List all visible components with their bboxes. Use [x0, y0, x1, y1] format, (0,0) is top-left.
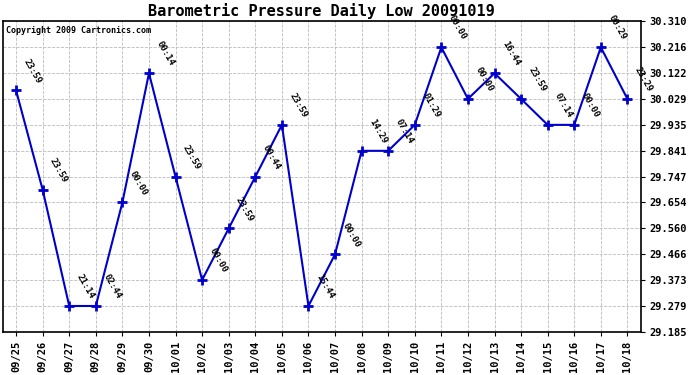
Text: 23:59: 23:59	[526, 66, 548, 93]
Text: 00:00: 00:00	[473, 66, 495, 93]
Title: Barometric Pressure Daily Low 20091019: Barometric Pressure Daily Low 20091019	[148, 3, 495, 19]
Text: 23:59: 23:59	[235, 195, 255, 223]
Text: 23:59: 23:59	[21, 57, 43, 85]
Text: 00:00: 00:00	[128, 169, 149, 197]
Text: 00:00: 00:00	[580, 92, 601, 119]
Text: 23:59: 23:59	[48, 156, 70, 184]
Text: 15:44: 15:44	[314, 273, 335, 300]
Text: 00:14: 00:14	[155, 40, 176, 68]
Text: 14:29: 14:29	[367, 117, 388, 145]
Text: 07:14: 07:14	[553, 92, 575, 119]
Text: 00:00: 00:00	[208, 247, 229, 274]
Text: 00:29: 00:29	[607, 14, 628, 42]
Text: 02:44: 02:44	[101, 273, 123, 300]
Text: 21:14: 21:14	[75, 273, 96, 300]
Text: Copyright 2009 Cartronics.com: Copyright 2009 Cartronics.com	[6, 26, 151, 35]
Text: 00:00: 00:00	[341, 221, 362, 249]
Text: 00:44: 00:44	[261, 144, 282, 171]
Text: 23:29: 23:29	[633, 66, 654, 93]
Text: 23:59: 23:59	[288, 92, 308, 119]
Text: 23:59: 23:59	[181, 144, 202, 171]
Text: 00:00: 00:00	[447, 14, 468, 42]
Text: 07:14: 07:14	[394, 117, 415, 145]
Text: 16:44: 16:44	[500, 40, 521, 68]
Text: 01:29: 01:29	[420, 92, 442, 119]
